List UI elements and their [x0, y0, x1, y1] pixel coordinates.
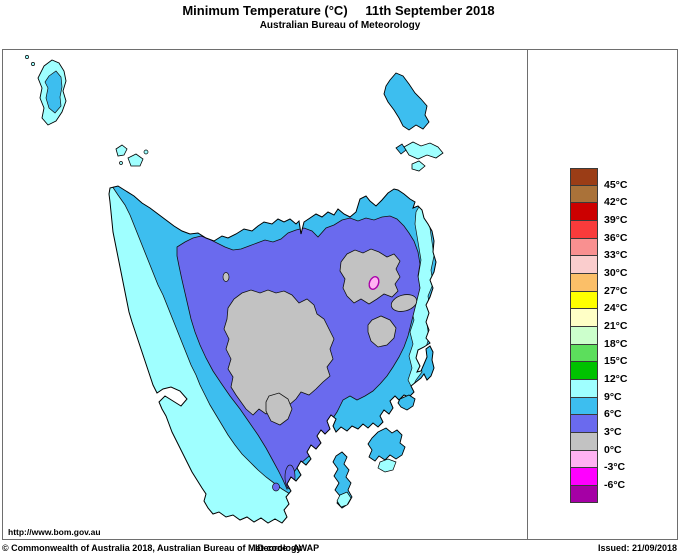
band-3-to-6-outlier: [284, 464, 296, 490]
tasman-peninsula: [367, 427, 406, 462]
legend-tick-label: 15°C: [604, 355, 628, 368]
legend-cell-14: [570, 415, 598, 433]
legend-cell-1: [570, 185, 598, 204]
clarke-islet: [411, 160, 426, 172]
page-title: Minimum Temperature (°C): [182, 3, 348, 18]
legend-tick-label: -3°C: [604, 461, 626, 474]
legend-cell-12: [570, 379, 598, 398]
cape-barren-island: [403, 141, 444, 160]
legend-tick-label: 33°C: [604, 249, 628, 262]
bom-url-label: http://www.bom.gov.au: [8, 527, 101, 537]
tasman-peninsula-cool-strip: [377, 458, 397, 473]
issued-date-text: Issued: 21/09/2018: [597, 543, 677, 553]
legend-tick-label: 21°C: [604, 319, 628, 332]
legend-cell-13: [570, 397, 598, 416]
legend-cell-16: [570, 450, 598, 469]
page-subtitle: Australian Bureau of Meteorology: [259, 20, 421, 31]
legend-cell-0: [570, 168, 598, 186]
legend-cell-9: [570, 326, 598, 345]
band-0-to-3-tiny-patch: [222, 272, 230, 282]
tasmania-coastline: [108, 185, 437, 524]
legend-colorbar: [570, 168, 598, 504]
islet: [143, 149, 149, 155]
legend-cell-4: [570, 238, 598, 257]
hunter-islet: [115, 144, 128, 157]
legend-cell-8: [570, 309, 598, 327]
legend-cell-15: [570, 432, 598, 451]
legend-tick-label: 24°C: [604, 302, 628, 315]
islet: [119, 161, 123, 165]
map-date: 11th September 2018: [365, 3, 495, 18]
legend-tick-label: 0°C: [604, 443, 622, 456]
copyright-text: © Commonwealth of Australia 2018, Austra…: [2, 543, 302, 553]
band-0-to-3-northeast-highlands: [339, 248, 401, 305]
band-0-to-3-east-patch: [390, 294, 418, 312]
cold-spot-minus3-to-0: [368, 276, 380, 290]
east-coast-9-to-12-strip: [407, 204, 435, 389]
legend-tick-label: 39°C: [604, 213, 628, 226]
islet: [395, 143, 407, 155]
king-island-inner-band: [44, 70, 63, 114]
legend-tick-label: 27°C: [604, 284, 628, 297]
legend-cell-11: [570, 362, 598, 380]
panel-divider-line: [527, 49, 528, 540]
legend-tick-label: 30°C: [604, 266, 628, 279]
bruny-island-cool-tip: [336, 491, 352, 508]
legend-tick-label: 45°C: [604, 178, 628, 191]
flinders-island: [383, 72, 430, 131]
legend-tick-label: 18°C: [604, 337, 628, 350]
islet: [25, 55, 29, 59]
legend-cell-5: [570, 256, 598, 274]
legend-tick-label: -6°C: [604, 478, 626, 491]
legend-cell-2: [570, 203, 598, 221]
maria-island: [397, 394, 416, 411]
band-0-to-3-central-plateau: [223, 289, 335, 416]
legend-cell-6: [570, 273, 598, 292]
robbins-islet: [127, 153, 144, 167]
legend-tick-label: 9°C: [604, 390, 622, 403]
legend-cell-18: [570, 485, 598, 504]
legend-cell-17: [570, 468, 598, 486]
legend-tick-label: 12°C: [604, 372, 628, 385]
legend-tick-label: 6°C: [604, 408, 622, 421]
legend-cell-10: [570, 344, 598, 363]
temperature-map-canvas: [25, 55, 444, 524]
legend-cell-7: [570, 291, 598, 310]
band-3-to-6-outlier: [272, 482, 280, 492]
legend-cell-3: [570, 220, 598, 239]
band-0-to-3-south-lobe: [265, 392, 293, 426]
id-code-text: ID code: AWAP: [255, 543, 320, 553]
band-0-to-3-lower-east-patch: [367, 315, 397, 348]
islet: [31, 62, 35, 66]
legend-tick-label: 3°C: [604, 425, 622, 438]
legend-tick-label: 42°C: [604, 196, 628, 209]
legend-tick-label: 36°C: [604, 231, 628, 244]
